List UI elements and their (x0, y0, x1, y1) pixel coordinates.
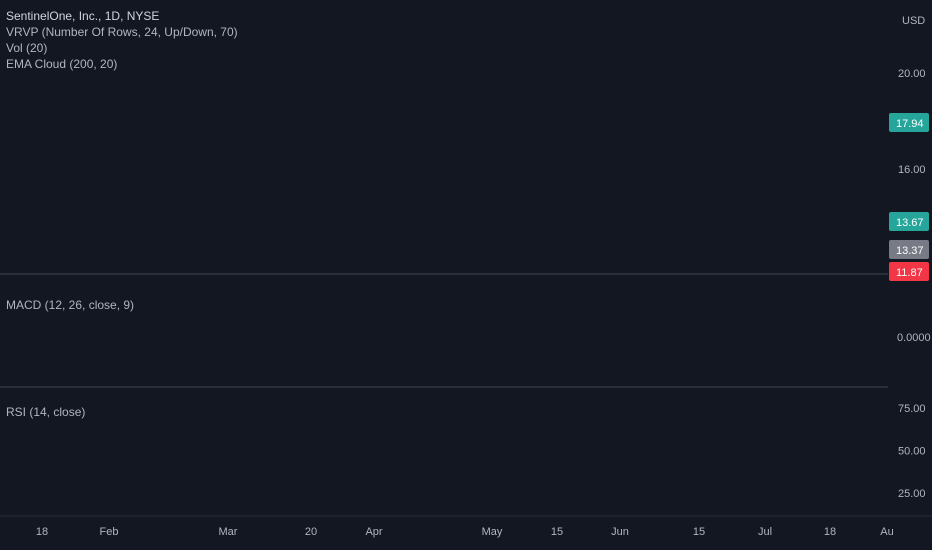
price-label-box (889, 113, 929, 132)
time-tick-label: 15 (551, 526, 563, 538)
time-tick-label: 18 (36, 526, 48, 538)
price-label: 13.37 (896, 245, 924, 257)
price-label-box (889, 240, 929, 259)
vol-label: Vol (20) (6, 41, 48, 55)
price-legend: SentinelOne, Inc., 1D, NYSE VRVP (Number… (6, 8, 238, 72)
price-label-box (889, 262, 929, 281)
currency-label: USD (902, 15, 925, 27)
rsi-tick-label: 50.00 (898, 446, 926, 458)
price-label: 13.67 (896, 217, 924, 229)
time-tick-label: May (482, 526, 503, 538)
symbol-title: SentinelOne, Inc., 1D, NYSE (6, 9, 160, 23)
time-tick-label: Jun (611, 526, 629, 538)
price-tick-label: 16.00 (898, 164, 926, 176)
time-tick-label: Feb (100, 526, 119, 538)
time-tick-label: 20 (305, 526, 317, 538)
time-tick-label: 15 (693, 526, 705, 538)
price-label: 11.87 (896, 267, 923, 279)
time-tick-label: Apr (365, 526, 382, 538)
price-label: 17.94 (896, 118, 924, 130)
time-tick-label: Mar (219, 526, 238, 538)
rsi-tick-label: 75.00 (898, 403, 926, 415)
price-label-box (889, 212, 929, 231)
macd-legend: MACD (12, 26, close, 9) (6, 298, 135, 312)
time-tick-label: Jul (758, 526, 772, 538)
price-tick-label: 20.00 (898, 68, 926, 80)
time-tick-label: Au (880, 526, 893, 538)
vrvp-label: VRVP (Number Of Rows, 24, Up/Down, 70) (6, 25, 238, 39)
time-tick-label: 18 (824, 526, 836, 538)
rsi-tick-label: 25.00 (898, 488, 926, 500)
rsi-legend: RSI (14, close) (6, 405, 86, 419)
ema-cloud-label: EMA Cloud (200, 20) (6, 57, 118, 71)
macd-tick-label: 0.0000 (897, 332, 931, 344)
